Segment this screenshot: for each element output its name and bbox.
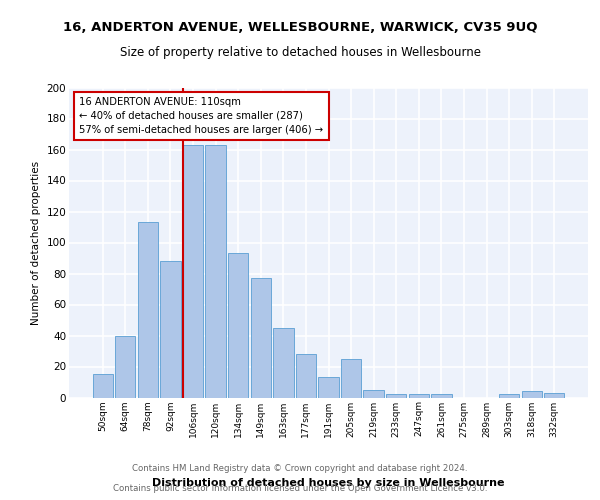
Bar	[364, 390, 384, 398]
Text: Contains public sector information licensed under the Open Government Licence v3: Contains public sector information licen…	[113, 484, 487, 493]
Bar	[431, 394, 452, 398]
Bar	[228, 254, 248, 398]
Bar	[138, 222, 158, 398]
Bar	[521, 392, 542, 398]
Bar	[92, 374, 113, 398]
Text: Size of property relative to detached houses in Wellesbourne: Size of property relative to detached ho…	[119, 46, 481, 59]
Bar	[205, 145, 226, 398]
Bar	[386, 394, 406, 398]
Bar	[183, 145, 203, 398]
Text: 16 ANDERTON AVENUE: 110sqm
← 40% of detached houses are smaller (287)
57% of sem: 16 ANDERTON AVENUE: 110sqm ← 40% of deta…	[79, 97, 323, 135]
Bar	[273, 328, 293, 398]
Bar	[341, 359, 361, 398]
Bar	[296, 354, 316, 398]
Bar	[115, 336, 136, 398]
Text: 16, ANDERTON AVENUE, WELLESBOURNE, WARWICK, CV35 9UQ: 16, ANDERTON AVENUE, WELLESBOURNE, WARWI…	[63, 21, 537, 34]
Bar	[251, 278, 271, 398]
Bar	[409, 394, 429, 398]
Bar	[499, 394, 519, 398]
Bar	[319, 378, 338, 398]
Text: Contains HM Land Registry data © Crown copyright and database right 2024.: Contains HM Land Registry data © Crown c…	[132, 464, 468, 473]
X-axis label: Distribution of detached houses by size in Wellesbourne: Distribution of detached houses by size …	[152, 478, 505, 488]
Bar	[544, 393, 565, 398]
Y-axis label: Number of detached properties: Number of detached properties	[31, 160, 41, 324]
Bar	[160, 261, 181, 398]
